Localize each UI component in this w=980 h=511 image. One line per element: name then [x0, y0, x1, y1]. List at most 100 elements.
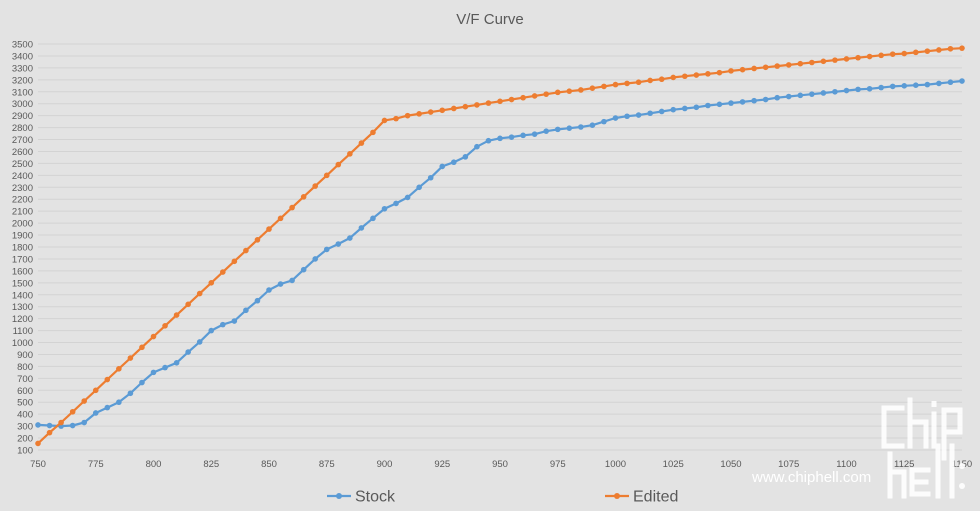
data-point-edited [543, 91, 549, 97]
y-tick-label: 2200 [12, 195, 33, 206]
data-point-edited [566, 88, 573, 94]
y-axis-ticks: 1002003004005006007008009001000110012001… [12, 40, 33, 457]
series-line-edited [37, 47, 963, 445]
data-point-edited [508, 96, 515, 103]
data-point-stock [404, 194, 411, 201]
data-point-stock [289, 277, 295, 284]
y-tick-label: 2900 [12, 111, 33, 122]
data-point-edited [751, 65, 757, 72]
data-point-edited [474, 102, 480, 108]
y-tick-label: 600 [17, 386, 33, 397]
data-point-edited [139, 344, 145, 351]
y-tick-label: 2100 [12, 207, 33, 218]
data-point-stock [751, 97, 757, 104]
data-point-stock [46, 422, 53, 429]
data-point-edited [266, 226, 272, 232]
y-tick-label: 3400 [12, 51, 33, 62]
data-point-edited [393, 115, 399, 122]
x-tick-label: 975 [550, 459, 566, 470]
data-point-stock [878, 84, 884, 91]
x-tick-label: 1075 [778, 459, 799, 470]
y-tick-label: 3300 [12, 63, 33, 74]
data-point-edited [277, 215, 284, 222]
data-point-edited [485, 100, 492, 106]
data-point-stock [589, 122, 596, 128]
data-point-edited [878, 52, 884, 59]
data-point-edited [497, 98, 503, 105]
y-tick-label: 200 [17, 434, 33, 445]
y-tick-label: 1400 [12, 290, 33, 301]
data-point-stock [277, 281, 284, 287]
data-point-stock [220, 321, 226, 328]
y-tick-label: 2500 [12, 159, 33, 170]
data-point-edited [116, 366, 122, 372]
y-tick-label: 1100 [13, 326, 33, 337]
data-point-stock [81, 419, 87, 426]
data-point-stock [150, 369, 157, 376]
x-tick-label: 1125 [894, 459, 914, 470]
data-point-stock [104, 404, 111, 411]
y-tick-label: 1600 [12, 266, 33, 277]
data-point-edited [92, 387, 99, 394]
data-point-stock [682, 105, 688, 112]
y-tick-label: 900 [17, 350, 33, 361]
data-point-edited [866, 53, 873, 60]
data-point-stock [693, 104, 700, 111]
data-point-stock [497, 135, 503, 142]
data-point-stock [127, 390, 134, 397]
data-point-stock [820, 90, 827, 96]
data-point-stock [92, 410, 99, 416]
data-point-edited [323, 172, 330, 179]
data-point-stock [312, 256, 319, 262]
y-tick-label: 700 [17, 374, 33, 385]
y-tick-label: 2300 [12, 183, 33, 194]
data-point-stock [578, 124, 584, 130]
data-point-stock [474, 143, 480, 150]
data-point-edited [220, 269, 226, 275]
y-tick-label: 1200 [12, 314, 33, 325]
data-point-edited [855, 54, 861, 61]
y-tick-label: 100 [17, 446, 33, 457]
data-point-edited [531, 93, 538, 99]
y-tick-label: 1900 [12, 231, 33, 242]
y-tick-label: 1500 [12, 278, 33, 289]
data-point-stock [358, 225, 365, 231]
data-point-edited [658, 76, 665, 83]
y-tick-label: 2000 [12, 219, 33, 230]
data-point-edited [254, 237, 261, 243]
plot-area [35, 45, 965, 447]
data-point-stock [866, 85, 873, 92]
x-tick-label: 925 [434, 459, 450, 470]
data-point-stock [35, 422, 41, 428]
data-point-edited [185, 301, 191, 308]
data-point-edited [647, 77, 653, 84]
data-point-stock [728, 100, 734, 106]
data-point-edited [959, 45, 965, 51]
data-point-stock [300, 266, 307, 273]
data-point-stock [936, 80, 942, 87]
data-point-edited [289, 204, 295, 211]
data-point-stock [716, 101, 723, 108]
y-tick-label: 3500 [12, 40, 33, 51]
data-point-stock [959, 78, 965, 84]
data-point-stock [393, 200, 399, 207]
data-point-edited [427, 109, 434, 115]
x-tick-label: 1025 [663, 459, 684, 470]
data-point-edited [335, 161, 342, 168]
data-point-stock [439, 163, 446, 170]
data-point-edited [104, 376, 111, 383]
data-point-stock [543, 128, 549, 134]
chiphell-logo [881, 397, 965, 499]
data-point-stock [323, 246, 330, 253]
data-point-stock [243, 307, 249, 314]
x-tick-label: 750 [30, 459, 46, 470]
data-point-edited [728, 68, 734, 74]
data-point-stock [797, 92, 804, 99]
data-point-edited [81, 398, 87, 404]
data-point-stock [889, 83, 896, 90]
data-point-edited [243, 247, 249, 254]
data-point-stock [647, 110, 653, 117]
y-tick-label: 1300 [12, 302, 33, 313]
data-point-edited [69, 408, 76, 415]
